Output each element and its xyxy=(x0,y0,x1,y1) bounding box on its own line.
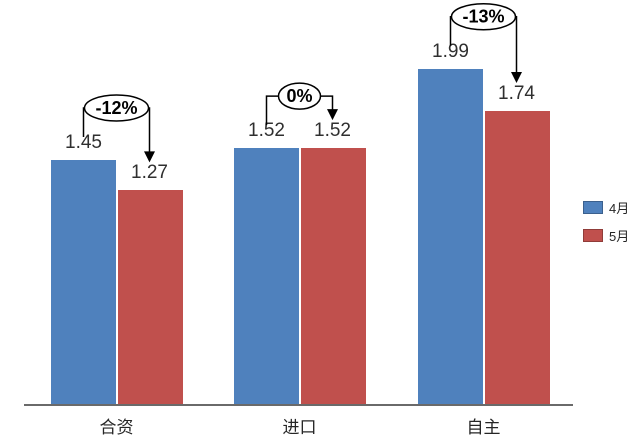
legend-swatch-april xyxy=(583,201,603,214)
bar-series-1-cat-2 xyxy=(484,110,550,405)
legend-label: 5月 xyxy=(609,229,630,244)
value-label: 1.74 xyxy=(498,82,535,104)
category-label: 进口 xyxy=(282,418,317,437)
value-label: 1.99 xyxy=(432,40,469,62)
legend-swatch-may xyxy=(583,229,603,242)
legend: 4月 5月 xyxy=(583,198,629,254)
value-label: 1.27 xyxy=(131,162,168,184)
x-axis-line xyxy=(24,404,573,406)
bar-series-0-cat-1 xyxy=(233,148,299,405)
value-label: 1.52 xyxy=(248,120,285,142)
category-label: 合资 xyxy=(99,418,134,437)
value-label: 1.52 xyxy=(314,120,351,142)
bar-series-1-cat-0 xyxy=(117,190,183,405)
value-label: 1.45 xyxy=(65,131,102,153)
bar-series-0-cat-2 xyxy=(417,68,483,405)
legend-label: 4月 xyxy=(609,201,630,216)
legend-item: 4月 xyxy=(583,198,629,217)
category-label: 自主 xyxy=(466,418,501,437)
bar-series-1-cat-1 xyxy=(300,148,366,405)
legend-item: 5月 xyxy=(583,226,629,245)
bar-series-0-cat-0 xyxy=(50,159,116,405)
